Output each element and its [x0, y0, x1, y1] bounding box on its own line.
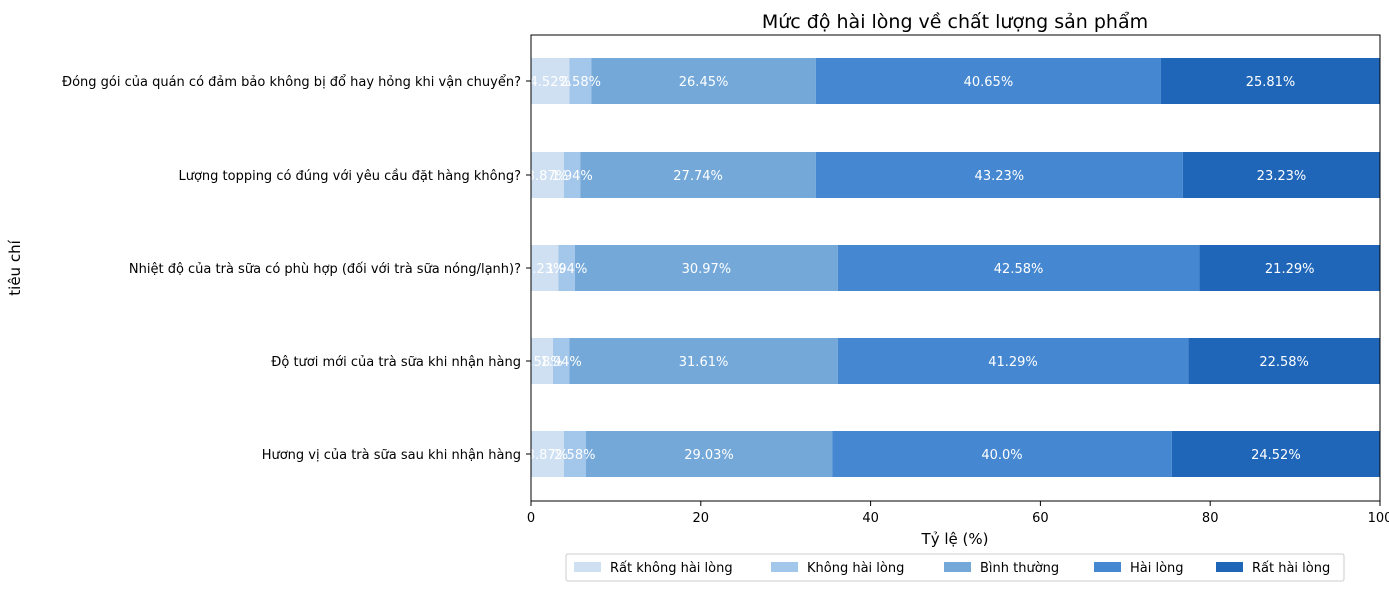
y-tick-label: Độ tươi mới của trà sữa khi nhận hàng [271, 355, 521, 370]
x-tick-label: 20 [693, 511, 710, 526]
x-tick-label: 80 [1202, 511, 1219, 526]
bar-segment [569, 338, 838, 384]
bar-value-label: 27.74% [673, 169, 723, 184]
bar-segment [837, 338, 1189, 384]
bar-segment [1188, 338, 1380, 384]
x-tick-label: 0 [527, 511, 535, 526]
bar-segment [531, 338, 553, 384]
legend-label: Rất hài lòng [1252, 561, 1330, 576]
legend-label: Rất không hài lòng [610, 561, 733, 576]
y-tick-label: Lượng topping có đúng với yêu cầu đặt hà… [178, 169, 521, 184]
bar-segment [1199, 245, 1381, 291]
bar-segment [552, 338, 570, 384]
bar-value-label: 23.23% [1257, 169, 1307, 184]
bar-segment [1160, 58, 1381, 104]
x-tick-label: 60 [1032, 511, 1049, 526]
bar-label-group: 4.52%2.58% 26.45% 40.65% 25.81%3.87%1.94% 27… [521, 75, 1314, 463]
legend-swatch [944, 562, 971, 572]
bar-value-label: 3.23% [524, 262, 565, 277]
legend-label: Bình thường [980, 561, 1059, 576]
y-axis-label: tiêu chí [6, 239, 24, 295]
bar-segment [585, 431, 833, 477]
bar-value-label: 41.29% [988, 355, 1038, 370]
bar-segment [558, 245, 575, 291]
chart-title: Mức độ hài lòng về chất lượng sản phẩm [762, 11, 1148, 33]
y-axis-ticks: Đóng gói của quán có đảm bảo không bị đổ… [62, 75, 531, 463]
bar-segment [837, 245, 1200, 291]
y-tick-label: Nhiệt độ của trà sữa có phù hợp (đối với… [129, 262, 521, 277]
bar-value-label: 21.29% [1265, 262, 1315, 277]
bar-segment [531, 152, 564, 198]
bar-value-label: 2.58% [560, 75, 601, 90]
bar-segment [832, 431, 1172, 477]
bar-value-label: 43.23% [975, 169, 1025, 184]
bar-value-label: 1.94% [551, 169, 592, 184]
x-axis-ticks: 0 20 40 60 80 100 [527, 501, 1389, 526]
bar-segment [574, 245, 838, 291]
bar-value-label: 3.87% [527, 448, 568, 463]
legend-label: Hài lòng [1130, 561, 1184, 576]
y-tick-label: Đóng gói của quán có đảm bảo không bị đổ… [62, 75, 521, 90]
bar-value-label: 2.58% [521, 355, 562, 370]
bar-value-label: 24.52% [1251, 448, 1301, 463]
legend-swatch [574, 562, 601, 572]
bar-segment [531, 245, 559, 291]
bar-value-label: 29.03% [684, 448, 734, 463]
bar-value-label: 40.65% [964, 75, 1014, 90]
bar-segment [569, 58, 592, 104]
x-tick-label: 40 [862, 511, 879, 526]
bar-value-label: 22.58% [1259, 355, 1309, 370]
bar-segment [563, 431, 586, 477]
bar-segment [531, 58, 570, 104]
y-tick-label: Hương vị của trà sữa sau khi nhận hàng [262, 448, 521, 463]
bar-segment [531, 431, 564, 477]
legend-label: Không hài lòng [807, 561, 904, 576]
bar-value-label: 1.94% [546, 262, 587, 277]
legend-swatch [1094, 562, 1121, 572]
bar-segment [591, 58, 816, 104]
bar-value-label: 4.52% [530, 75, 571, 90]
bar-segment [563, 152, 581, 198]
bar-segment [815, 152, 1183, 198]
bar-value-label: 3.87% [527, 169, 568, 184]
legend: Rất không hài lòng Không hài lòng Bình thư… [565, 553, 1345, 582]
legend-swatch [771, 562, 798, 572]
bar-value-label: 26.45% [679, 75, 729, 90]
bar-segment [815, 58, 1161, 104]
bar-segment [580, 152, 816, 198]
bar-segment [1171, 431, 1380, 477]
bar-value-label: 42.58% [994, 262, 1044, 277]
x-axis-label: Tỷ lệ (%) [921, 530, 989, 548]
bar-segment [1182, 152, 1381, 198]
bar-value-label: 1.94% [540, 355, 581, 370]
bar-value-label: 40.0% [981, 448, 1022, 463]
bar-group [531, 58, 1381, 477]
bar-value-label: 30.97% [682, 262, 732, 277]
legend-swatch [1216, 562, 1243, 572]
bar-value-label: 2.58% [554, 448, 595, 463]
bar-value-label: 25.81% [1246, 75, 1296, 90]
bar-value-label: 31.61% [679, 355, 729, 370]
x-tick-label: 100 [1368, 511, 1389, 526]
